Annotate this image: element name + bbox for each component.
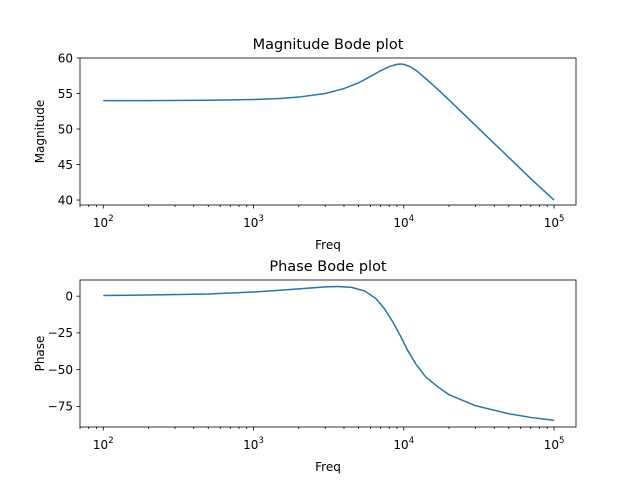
- y-tick-label: 50: [58, 122, 73, 136]
- x-tick-label: 102: [93, 436, 114, 452]
- x-axis-label: Freq: [315, 460, 341, 474]
- y-tick-label: 55: [58, 87, 73, 101]
- x-tick-base: 10: [93, 438, 108, 452]
- x-tick-label: 105: [544, 436, 565, 452]
- y-tick-label: −50: [48, 363, 73, 377]
- x-tick-base: 10: [243, 438, 258, 452]
- x-tick-label: 103: [243, 436, 264, 452]
- y-axis-label: Phase: [33, 336, 47, 372]
- chart-title: Magnitude Bode plot: [253, 37, 404, 53]
- x-tick-exponent: 3: [258, 214, 263, 224]
- x-tick-base: 10: [393, 216, 408, 230]
- y-tick-label: 60: [58, 51, 73, 65]
- y-tick-label: 0: [65, 289, 73, 303]
- x-tick-base: 10: [544, 438, 559, 452]
- x-tick-base: 10: [544, 216, 559, 230]
- x-axis-label: Freq: [315, 238, 341, 252]
- y-tick-label: −25: [48, 326, 73, 340]
- x-tick-exponent: 4: [409, 436, 414, 446]
- series-line: [103, 285, 555, 422]
- series-line: [103, 63, 555, 201]
- x-tick-label: 103: [243, 214, 264, 230]
- x-tick-base: 10: [93, 216, 108, 230]
- x-tick-exponent: 2: [108, 214, 113, 224]
- x-tick-label: 102: [93, 214, 114, 230]
- x-tick-label: 104: [393, 214, 414, 230]
- x-tick-label: 104: [393, 436, 414, 452]
- x-tick-exponent: 4: [409, 214, 414, 224]
- chart-title: Phase Bode plot: [269, 259, 387, 275]
- axes-frame: [79, 57, 577, 206]
- x-tick-exponent: 2: [108, 436, 113, 446]
- x-tick-label: 105: [544, 214, 565, 230]
- y-axis-label: Magnitude: [33, 100, 47, 164]
- x-tick-exponent: 5: [559, 214, 564, 224]
- x-tick-exponent: 3: [258, 436, 263, 446]
- axes-frame: [79, 279, 577, 428]
- x-tick-base: 10: [393, 438, 408, 452]
- y-tick-label: 45: [58, 158, 73, 172]
- y-tick-label: −75: [48, 400, 73, 414]
- x-tick-exponent: 5: [559, 436, 564, 446]
- y-tick-label: 40: [58, 193, 73, 207]
- x-tick-base: 10: [243, 216, 258, 230]
